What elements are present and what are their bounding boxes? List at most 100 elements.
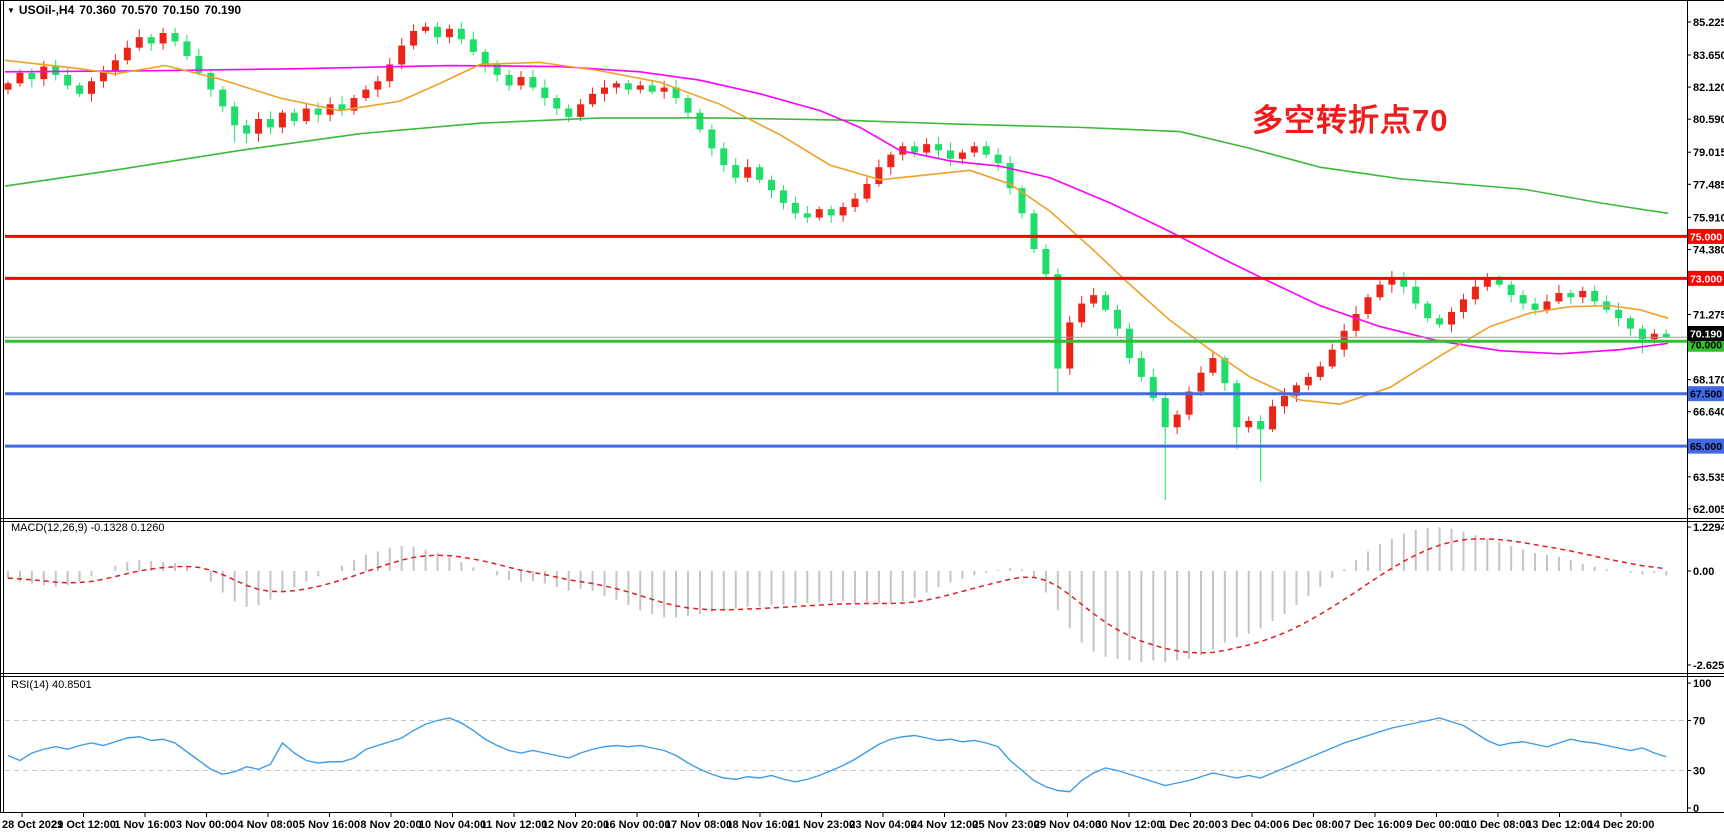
candle-body [1030, 213, 1038, 250]
candle-body [1650, 333, 1658, 340]
candle-body [1102, 295, 1110, 310]
candle-body [720, 148, 728, 166]
bid-price-badge-bg [1688, 325, 1724, 341]
ma-green-slow-line [4, 117, 1669, 215]
candle-body [278, 112, 286, 128]
candle-body [1292, 385, 1300, 396]
price-badge-67.500-text: 67.500 [1690, 389, 1722, 401]
price-axis-label: 77.485 [1693, 179, 1724, 191]
candle-body [1042, 249, 1050, 275]
price-axis-label: 71.275 [1693, 310, 1724, 322]
candle-body [1567, 293, 1575, 298]
rsi-axis-label: 0 [1693, 803, 1699, 815]
price-axis-label: 62.005 [1693, 504, 1724, 516]
candle-body [1137, 358, 1145, 377]
candle-body [1436, 318, 1444, 325]
candle-body [1555, 293, 1563, 302]
candle-body [386, 64, 394, 82]
time-axis-label: 29 Oct 12:00 [51, 819, 116, 831]
time-axis-label: 4 Nov 08:00 [237, 819, 298, 831]
candle-body [839, 207, 847, 216]
candle-body [1662, 333, 1670, 338]
candle-body [1495, 278, 1503, 285]
time-axis-label: 28 Oct 2021 [2, 819, 63, 831]
candle-body [1328, 349, 1336, 367]
candle-body [1054, 274, 1062, 369]
price-badge-75.000-bg [1688, 228, 1724, 244]
price-axis-label: 83.650 [1693, 50, 1724, 62]
candle-body [4, 83, 12, 90]
candle-body [1364, 297, 1372, 315]
candle-body [1197, 372, 1205, 392]
candle-body [445, 28, 453, 38]
price-axis-label: 82.120 [1693, 82, 1724, 94]
candle-body [1078, 303, 1086, 323]
price-axis-label: 74.380 [1693, 244, 1724, 256]
candle-body [1400, 278, 1408, 287]
candle-body [16, 72, 24, 84]
bid-price-badge-text: 70.190 [1690, 328, 1722, 340]
candle-body [803, 213, 811, 218]
candle-body [982, 146, 990, 155]
candle-body [791, 202, 799, 214]
candle-body [612, 83, 620, 88]
candle-body [696, 112, 704, 130]
candle-body [422, 26, 430, 31]
candle-body [636, 85, 644, 90]
candle-body [1316, 366, 1324, 377]
price-badge-65.000-bg [1688, 438, 1724, 454]
candle-body [1245, 420, 1253, 428]
candle-body [469, 39, 477, 52]
macd-axis-label: 1.2294 [1693, 522, 1724, 534]
candle-body [779, 190, 787, 203]
candle-body [111, 60, 119, 71]
price-axis-label: 75.910 [1693, 212, 1724, 224]
candle-body [266, 118, 274, 128]
ma-orange-line [4, 59, 1669, 405]
candle-body [1388, 278, 1396, 285]
candle-body [1161, 397, 1169, 428]
macd-axis-label: 0.00 [1693, 566, 1714, 578]
price-axis-label: 85.225 [1693, 17, 1724, 29]
candle-body [827, 209, 835, 216]
candle-body [243, 125, 251, 134]
candle-body [493, 64, 501, 75]
candle-body [1269, 406, 1277, 430]
candle-body [171, 33, 179, 42]
candle-body [1376, 284, 1384, 298]
candle-body [660, 87, 668, 92]
price-axis-label: 80.590 [1693, 114, 1724, 126]
rsi-axis-label: 100 [1693, 678, 1711, 690]
candle-body [732, 165, 740, 178]
ohlc-high: 70.570 [120, 3, 158, 17]
candle-body [958, 152, 966, 159]
price-badge-65.000-text: 65.000 [1690, 441, 1722, 453]
candle-body [553, 98, 561, 109]
macd-histogram-group [7, 527, 1668, 663]
candle-body [362, 89, 370, 99]
candle-body [123, 47, 131, 61]
candle-body [76, 85, 84, 94]
candle-body [64, 74, 72, 86]
candle-body [457, 28, 465, 40]
candle-body [935, 144, 943, 151]
symbol-period-label: USOil-,H4 [18, 3, 75, 17]
price-badge-75.000-text: 75.000 [1690, 231, 1722, 243]
chart-dropdown-icon[interactable]: ▼ [7, 6, 15, 16]
time-axis-label: 14 Dec 20:00 [1588, 819, 1655, 831]
candle-body [529, 77, 537, 88]
candle-body [911, 146, 919, 153]
candle-body [768, 179, 776, 191]
candle-body [541, 87, 549, 99]
price-axis-label: 79.015 [1693, 147, 1724, 159]
candle-body [1304, 376, 1312, 386]
time-axis-label: 17 Nov 08:00 [665, 819, 732, 831]
candle-body [1424, 303, 1432, 319]
candle-body [875, 167, 883, 184]
candle-body [624, 83, 632, 90]
time-axis-label: 23 Nov 04:00 [849, 819, 916, 831]
candle-body [648, 85, 656, 92]
candle-body [207, 72, 215, 90]
